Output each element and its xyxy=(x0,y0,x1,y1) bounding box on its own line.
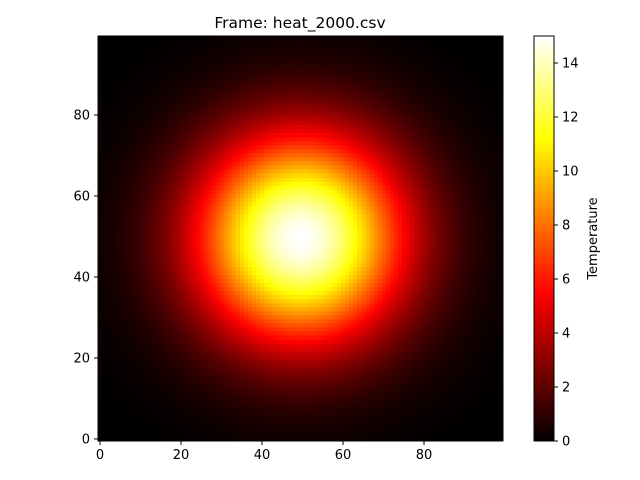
x-tick-label: 80 xyxy=(416,448,433,463)
x-tick-label: 0 xyxy=(96,448,104,463)
plot-area xyxy=(97,35,504,442)
x-tick-label: 40 xyxy=(254,448,271,463)
y-tick-label: 0 xyxy=(82,432,90,447)
colorbar-tick-label: 14 xyxy=(562,57,579,72)
x-axis: 0 20 40 60 80 xyxy=(96,441,432,463)
colorbar-tick-label: 8 xyxy=(562,219,570,234)
y-tick-label: 20 xyxy=(73,351,90,366)
colorbar-tick-label: 4 xyxy=(562,327,570,342)
y-axis: 0 20 40 60 80 xyxy=(73,108,98,447)
colorbar-tick-label: 0 xyxy=(562,435,570,450)
x-tick-label: 20 xyxy=(173,448,190,463)
chart-title: Frame: heat_2000.csv xyxy=(214,14,385,33)
heatmap-image xyxy=(98,36,503,441)
colorbar-gradient xyxy=(534,36,554,441)
x-tick-label: 60 xyxy=(335,448,352,463)
colorbar-ticks: 0 2 4 6 8 10 12 14 xyxy=(554,57,579,450)
colorbar-frame xyxy=(533,35,555,442)
colorbar-tick-label: 12 xyxy=(562,111,579,126)
colorbar-tick-label: 10 xyxy=(562,165,579,180)
colorbar-label: Temperature xyxy=(586,197,601,280)
colorbar: 0 2 4 6 8 10 12 14 Temperature xyxy=(533,35,601,450)
y-tick-label: 80 xyxy=(73,108,90,123)
y-tick-label: 60 xyxy=(73,189,90,204)
colorbar-tick-label: 2 xyxy=(562,381,570,396)
colorbar-tick-label: 6 xyxy=(562,273,570,288)
plot-frame xyxy=(97,35,504,442)
y-tick-label: 40 xyxy=(73,270,90,285)
